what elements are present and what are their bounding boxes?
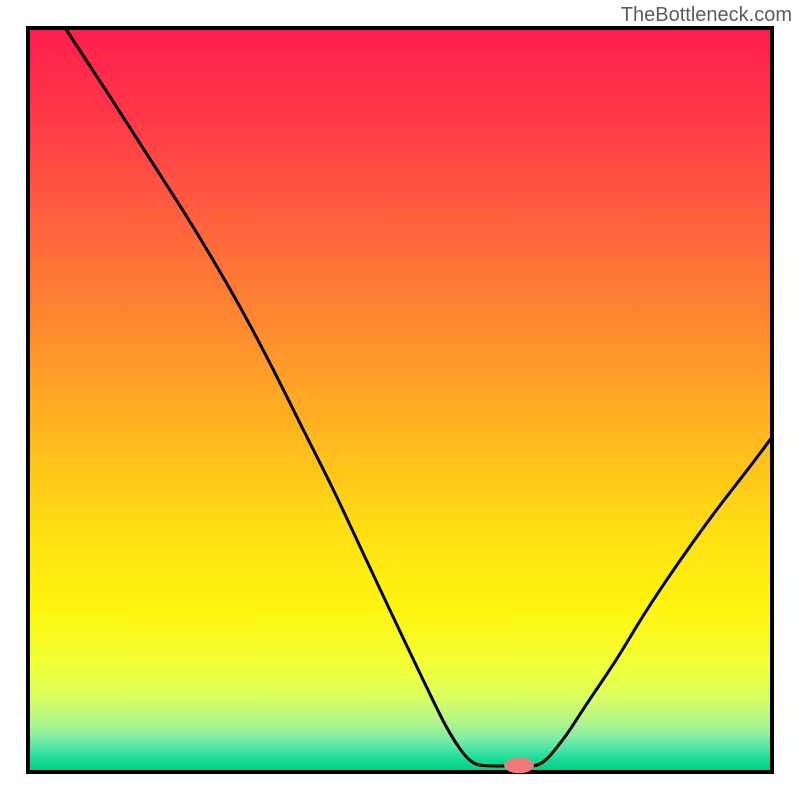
plot-background: [28, 28, 772, 772]
optimal-marker: [504, 757, 534, 773]
chart-container: TheBottleneck.com: [0, 0, 800, 800]
bottleneck-chart: [0, 0, 800, 800]
